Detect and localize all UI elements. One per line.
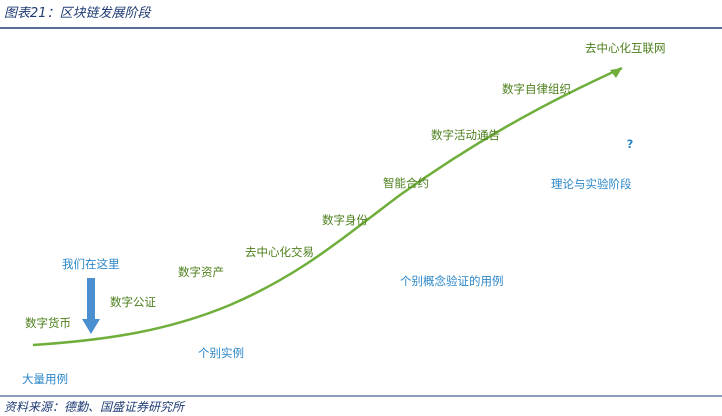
title: 图表21：区块链发展阶段 bbox=[4, 6, 153, 21]
phase-label: 个别实例 bbox=[198, 346, 244, 360]
stage-label: 数字自律组织 bbox=[502, 82, 571, 96]
growth-curve bbox=[32, 66, 623, 347]
marker-arrow-head bbox=[82, 319, 100, 334]
question-mark: ? bbox=[627, 137, 634, 151]
stage-label: 去中心化交易 bbox=[245, 245, 314, 259]
phase-label: 个别概念验证的用例 bbox=[400, 274, 504, 288]
stage-label: 数字货币 bbox=[25, 316, 71, 330]
marker-arrow-shaft bbox=[87, 278, 95, 320]
labels: 数字货币 数字公证 数字资产 去中心化交易 数字身份 智能合约 数字活动通告 数字自律组织 去中… bbox=[22, 41, 666, 386]
phase-label: 大量用例 bbox=[22, 372, 68, 386]
stage-label: 数字资产 bbox=[178, 265, 224, 279]
source: 资料来源：德勤、国盛证券研究所 bbox=[4, 400, 186, 414]
marker-label: 我们在这里 bbox=[62, 257, 120, 271]
stage-label: 去中心化互联网 bbox=[585, 41, 666, 55]
phase-label: 理论与实验阶段 bbox=[551, 177, 632, 191]
curve-head bbox=[610, 68, 622, 78]
stage-label: 智能合约 bbox=[383, 176, 429, 190]
stage-label: 数字身份 bbox=[322, 213, 368, 227]
stage-label: 数字公证 bbox=[110, 295, 156, 309]
stage-label: 数字活动通告 bbox=[431, 128, 500, 142]
